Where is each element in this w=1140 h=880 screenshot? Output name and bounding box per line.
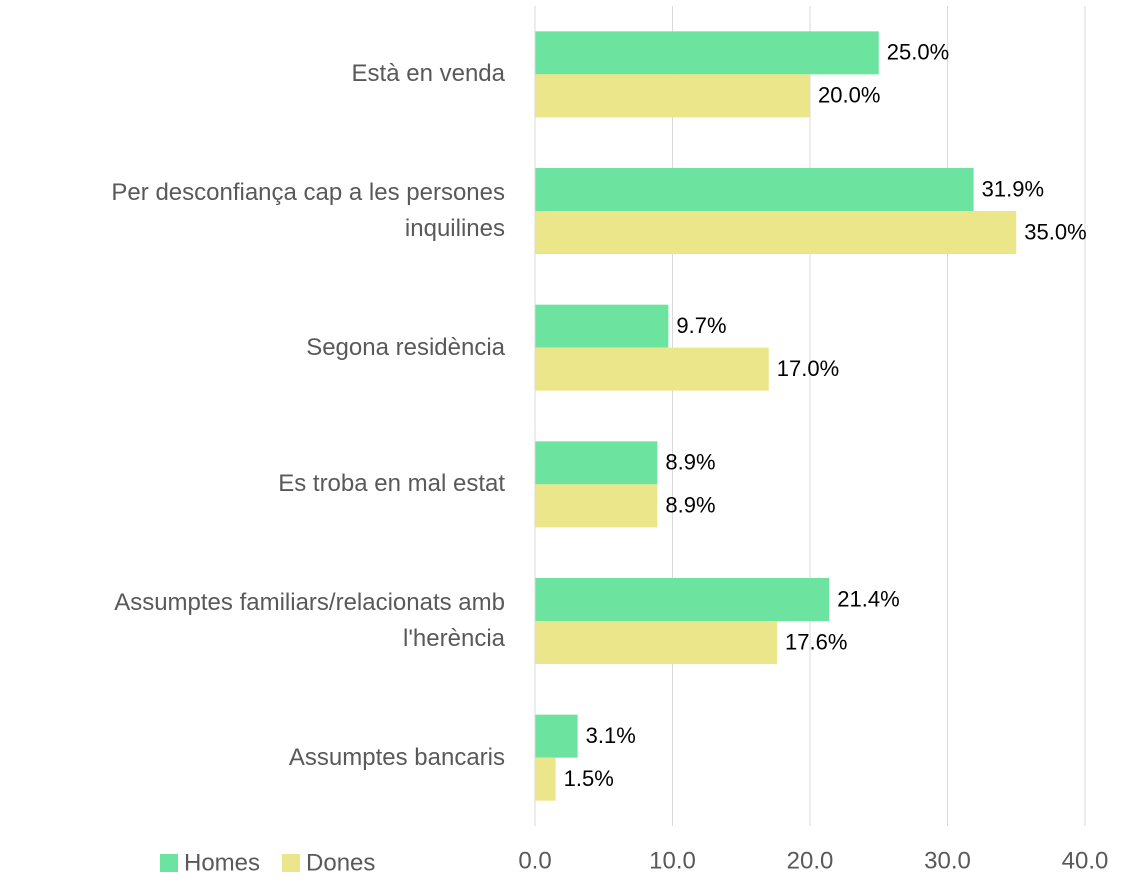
- legend-swatch: [160, 854, 178, 872]
- bar: [535, 168, 974, 211]
- bar: [535, 211, 1017, 254]
- bar: [535, 347, 769, 391]
- bar: [535, 621, 777, 664]
- value-label: 20.0%: [818, 83, 880, 108]
- category-label: Assumptes familiars/relacionats amb l'he…: [114, 589, 505, 652]
- category-label: Es troba en mal estat: [278, 470, 505, 498]
- value-label: 3.1%: [586, 723, 636, 748]
- x-tick-label: 0.0: [518, 847, 551, 874]
- x-tick-label: 10.0: [649, 847, 696, 874]
- legend-swatch: [282, 854, 301, 872]
- legend-label: Homes: [184, 849, 260, 876]
- value-label: 9.7%: [676, 313, 726, 338]
- value-label: 35.0%: [1024, 219, 1086, 244]
- bar: [535, 74, 810, 118]
- x-tick-label: 20.0: [787, 847, 834, 874]
- value-label: 17.6%: [785, 629, 847, 654]
- category-label: Per desconfiança cap a les persones inqu…: [111, 179, 505, 242]
- value-label: 17.0%: [777, 356, 839, 381]
- x-tick-label: 40.0: [1062, 847, 1109, 874]
- value-label: 8.9%: [665, 450, 715, 475]
- value-label: 21.4%: [837, 586, 899, 611]
- category-label: Assumptes bancaris: [288, 743, 505, 771]
- x-tick-label: 30.0: [924, 847, 971, 874]
- bar: [535, 714, 578, 758]
- bar: [535, 304, 669, 348]
- value-label: 25.0%: [887, 40, 949, 65]
- bar: [535, 578, 830, 621]
- legend-label: Dones: [306, 849, 375, 876]
- bar: [535, 441, 658, 485]
- value-label: 31.9%: [982, 176, 1044, 201]
- value-label: 1.5%: [564, 766, 614, 791]
- category-label: Segona residència: [306, 333, 505, 361]
- category-label: Està en venda: [351, 60, 505, 88]
- value-label: 8.9%: [665, 493, 715, 518]
- bar: [535, 484, 658, 528]
- bar: [535, 31, 879, 75]
- bar: [535, 757, 556, 801]
